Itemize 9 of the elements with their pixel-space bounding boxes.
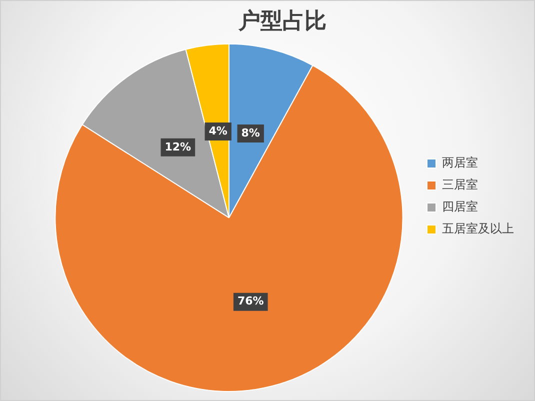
legend-label: 三居室 xyxy=(442,178,478,192)
chart-title: 户型占比 xyxy=(238,8,326,34)
legend-label: 两居室 xyxy=(442,156,478,170)
data-label: 12% xyxy=(164,140,192,154)
data-label: 4% xyxy=(208,124,228,138)
data-label: 8% xyxy=(241,126,260,140)
data-label: 76% xyxy=(237,294,264,308)
legend-label: 四居室 xyxy=(442,200,478,214)
legend-label: 五居室及以上 xyxy=(442,222,514,236)
